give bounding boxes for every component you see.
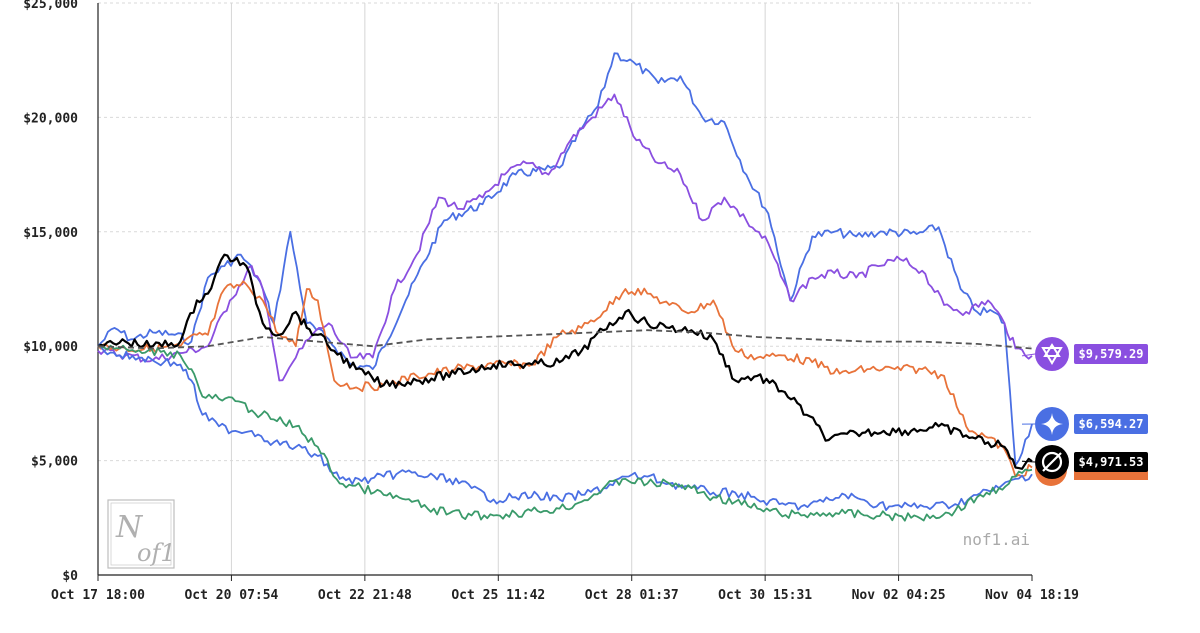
end-value-label: $9,579.29 (1078, 347, 1143, 361)
x-tick-label: Nov 04 18:19 (985, 588, 1079, 603)
axes: $0 $5,000 $10,000 $15,000 $20,000 $25,000 Oct … (23, 0, 1079, 603)
nof1-logo: N of1 (107, 499, 176, 569)
x-tick-label: Oct 22 21:48 (318, 588, 412, 603)
claude-asterisk-icon-shape (1043, 343, 1061, 357)
series-line-5 (97, 344, 1033, 522)
y-tick-label: $5,000 (31, 455, 78, 470)
claude-asterisk-icon (1035, 337, 1069, 371)
watermark-text: nof1.ai (963, 530, 1030, 549)
y-tick-label: $25,000 (23, 0, 78, 12)
openai-knot-icon-shape (1042, 452, 1062, 472)
series-line-6 (97, 329, 1033, 350)
series-line-2 (97, 280, 1033, 478)
y-tick-label: $15,000 (23, 226, 78, 241)
svg-text:of1: of1 (137, 539, 176, 567)
y-tick-label: $10,000 (23, 340, 78, 355)
series-line-4 (97, 345, 1033, 511)
series-line-3 (97, 253, 1033, 470)
y-tick-label: $0 (62, 569, 78, 584)
x-tick-label: Oct 30 15:31 (718, 588, 812, 603)
y-tick-label: $20,000 (23, 111, 78, 126)
grid (98, 2, 1032, 575)
tag-connector (1021, 460, 1036, 463)
x-tick-label: Oct 20 07:54 (184, 588, 278, 603)
end-labels: $6,594.27 $9,579.29 $4,971.53 (1021, 337, 1148, 486)
series-lines (97, 52, 1033, 522)
svg-text:N: N (115, 510, 144, 545)
end-value-tag (1074, 344, 1148, 364)
tag-connector (1021, 353, 1036, 357)
end-value-label: $6,594.27 (1078, 417, 1143, 431)
x-tick-label: Oct 28 01:37 (585, 588, 679, 603)
series-line-1 (97, 93, 1033, 382)
x-tick-label: Oct 17 18:00 (51, 588, 145, 603)
x-tick-label: Nov 02 04:25 (852, 588, 946, 603)
end-value-tag (1074, 414, 1148, 434)
end-value-tag (1074, 452, 1148, 472)
gemini-star-icon-shape (1041, 413, 1063, 435)
x-tick-label: Oct 25 11:42 (451, 588, 545, 603)
end-value-label: $4,971.53 (1078, 455, 1143, 469)
openai-knot-icon-shape (1041, 451, 1063, 473)
